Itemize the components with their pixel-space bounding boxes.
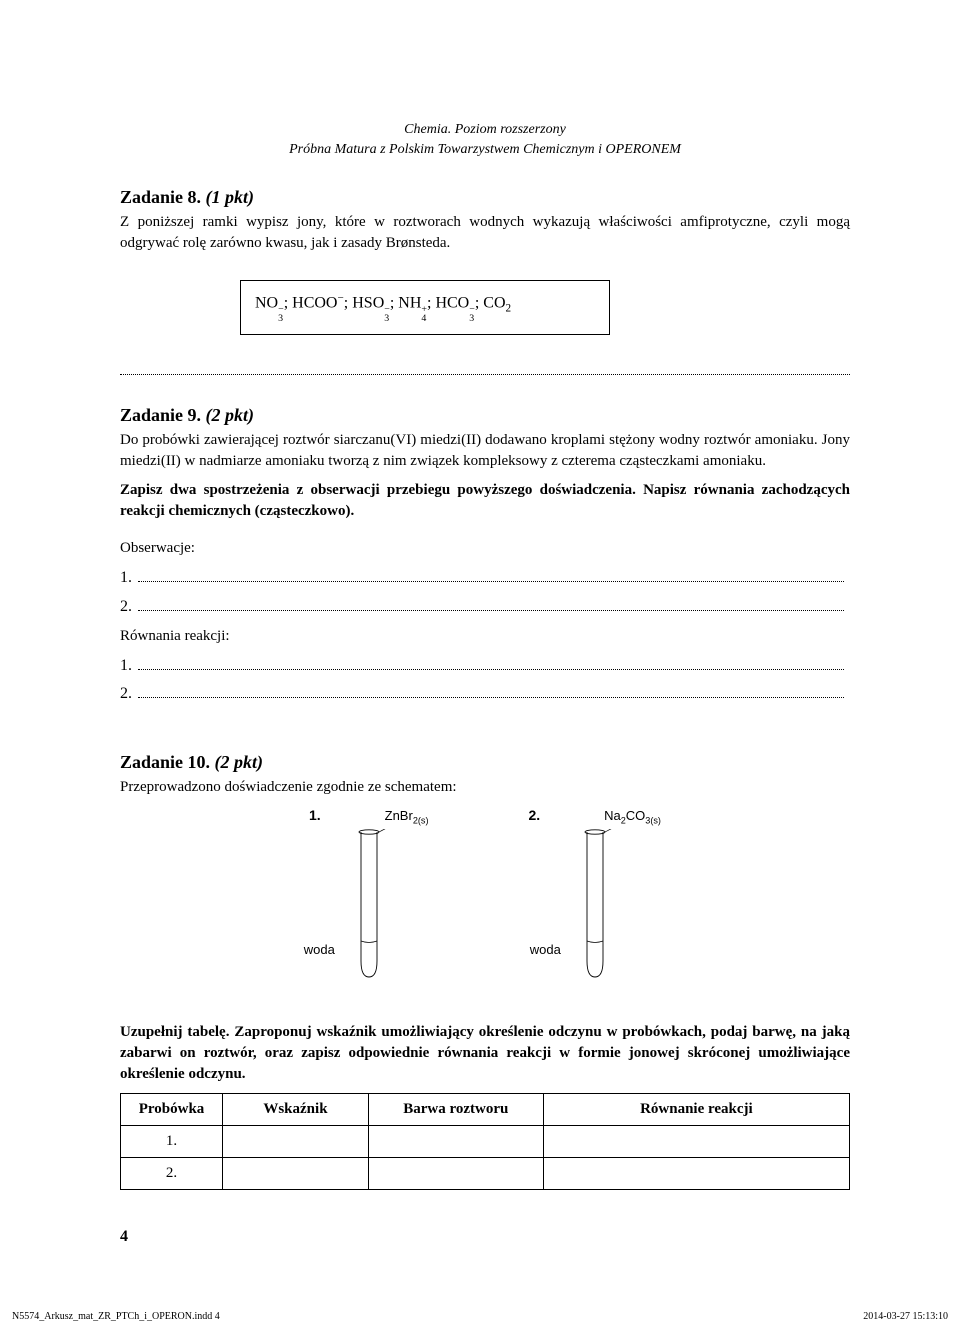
task9-title-text: Zadanie 9. (120, 405, 201, 425)
header-line-2: Próbna Matura z Polskim Towarzystwem Che… (120, 140, 850, 160)
task10-title: Zadanie 10. (2 pkt) (120, 750, 850, 775)
table-row: 2. (121, 1157, 850, 1189)
exam-page: Chemia. Poziom rozszerzony Próbna Matura… (0, 0, 960, 1306)
tube2-num: 2. (528, 806, 600, 826)
table-header: Równanie reakcji (543, 1093, 849, 1125)
table-cell[interactable] (223, 1125, 369, 1157)
eq-num-1: 1. (120, 655, 138, 677)
table-cell[interactable] (368, 1157, 543, 1189)
task9-points: (2 pkt) (206, 405, 255, 425)
table-cell[interactable] (368, 1125, 543, 1157)
task8-prompt: Z poniższej ramki wypisz jony, które w r… (120, 212, 850, 254)
table-row: 1. (121, 1125, 850, 1157)
task8-answer-line[interactable] (120, 361, 850, 375)
task10-title-text: Zadanie 10. (120, 752, 210, 772)
obs-num-1: 1. (120, 567, 138, 589)
tube2-woda: woda (530, 941, 561, 959)
ion-box: NO−3; HCOO−; HSO−3; NH+4; HCO−3; CO2 (240, 280, 610, 335)
experiment-scheme: 1. ZnBr2(s) woda 2. Na2CO3(s) (120, 806, 850, 992)
task9-para2: Zapisz dwa spostrzeżenia z obserwacji pr… (120, 480, 850, 522)
task9-eq-2[interactable]: 2. (120, 683, 850, 705)
tube-1: 1. ZnBr2(s) woda (309, 806, 428, 992)
task10-points: (2 pkt) (215, 752, 264, 772)
test-tube-2-svg (570, 829, 620, 984)
table-cell[interactable] (543, 1125, 849, 1157)
table-header: Wskaźnik (223, 1093, 369, 1125)
task8-title: Zadanie 8. (1 pkt) (120, 185, 850, 210)
task9-eq-1[interactable]: 1. (120, 655, 850, 677)
footer-left: N5574_Arkusz_mat_ZR_PTCh_i_OPERON.indd 4 (12, 1310, 220, 1324)
table-cell[interactable] (543, 1157, 849, 1189)
table-cell[interactable] (223, 1157, 369, 1189)
table-cell: 2. (121, 1157, 223, 1189)
tube-2: 2. Na2CO3(s) woda (528, 806, 660, 992)
footer-right: 2014-03-27 15:13:10 (863, 1310, 948, 1324)
task10-intro: Przeprowadzono doświadczenie zgodnie ze … (120, 777, 850, 798)
obs-num-2: 2. (120, 596, 138, 618)
tube1-woda: woda (304, 941, 335, 959)
tube1-sub: 2(s) (413, 816, 429, 826)
table-cell: 1. (121, 1125, 223, 1157)
tube1-num: 1. (309, 806, 381, 826)
tube2-compound-b: CO (626, 808, 646, 823)
task10-table: ProbówkaWskaźnikBarwa roztworuRównanie r… (120, 1093, 850, 1190)
footer: N5574_Arkusz_mat_ZR_PTCh_i_OPERON.indd 4… (0, 1306, 960, 1334)
task8-title-text: Zadanie 8. (120, 187, 201, 207)
eq-num-2: 2. (120, 683, 138, 705)
tube2-sub2: 3(s) (645, 816, 661, 826)
task9-obs-1[interactable]: 1. (120, 567, 850, 589)
tube1-compound: ZnBr (385, 808, 413, 823)
test-tube-1-svg (344, 829, 394, 984)
tube1-label: 1. ZnBr2(s) (309, 806, 428, 827)
task9-obs-label: Obserwacje: (120, 538, 850, 559)
task9-title: Zadanie 9. (2 pkt) (120, 403, 850, 428)
page-number: 4 (120, 1226, 850, 1248)
tube2-compound-a: Na (604, 808, 621, 823)
task9-eq-label: Równania reakcji: (120, 626, 850, 647)
page-header: Chemia. Poziom rozszerzony Próbna Matura… (120, 120, 850, 159)
task10-instr: Uzupełnij tabelę. Zaproponuj wskaźnik um… (120, 1022, 850, 1085)
tube2-label: 2. Na2CO3(s) (528, 806, 660, 827)
task8-points: (1 pkt) (206, 187, 255, 207)
task9-obs-2[interactable]: 2. (120, 596, 850, 618)
header-line-1: Chemia. Poziom rozszerzony (120, 120, 850, 140)
table-header: Barwa roztworu (368, 1093, 543, 1125)
table-header: Probówka (121, 1093, 223, 1125)
task9-para1: Do probówki zawierającej roztwór siarcza… (120, 430, 850, 472)
